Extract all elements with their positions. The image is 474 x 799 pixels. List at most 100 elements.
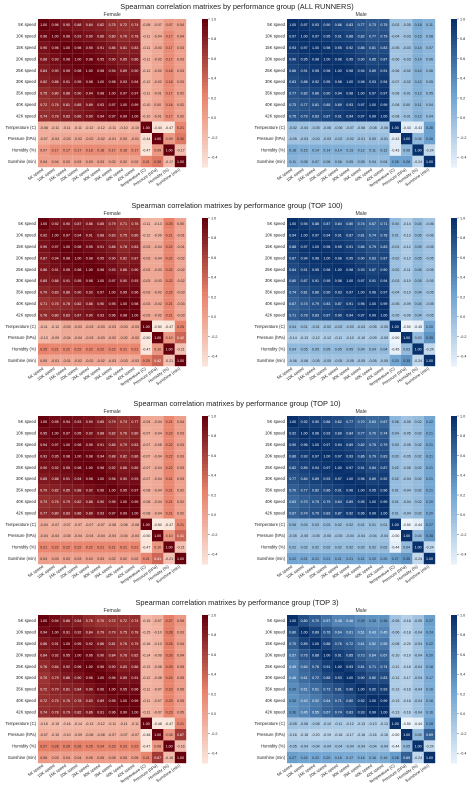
- heatmap-cell: [95, 309, 107, 321]
- heatmap-cell: [321, 717, 333, 729]
- cell-value: 0.03: [177, 80, 184, 84]
- colorbar-segment: [202, 126, 208, 131]
- cell-value: 0.05: [177, 665, 184, 669]
- heatmap-cell: [401, 672, 413, 684]
- colorbar-tick-label: 0.6: [460, 57, 465, 61]
- heatmap-cell: [378, 64, 390, 76]
- row-label: 10K speed: [265, 34, 286, 39]
- heatmap-cell: [287, 637, 299, 650]
- heatmap-cell: [298, 133, 310, 145]
- cell-value: 0.22: [166, 279, 173, 283]
- chart-block-2: Spearman correlation matrixes by perform…: [6, 399, 467, 586]
- cell-value: 1.00: [143, 722, 150, 726]
- row-label: 30K speed: [16, 79, 37, 84]
- cell-value: 0.17: [166, 92, 173, 96]
- cell-value: 0.00: [40, 359, 47, 363]
- cell-value: 0.95: [86, 245, 93, 249]
- cell-value: 0.77: [358, 432, 365, 436]
- cell-value: -0.13: [391, 688, 399, 692]
- cell-value: 0.90: [86, 35, 93, 39]
- heatmap-cell: [83, 694, 95, 707]
- colorbar-segment: [451, 755, 457, 760]
- cell-value: 0.24: [301, 756, 308, 760]
- cell-value: 0.77: [301, 489, 308, 493]
- colorbar-segment: [202, 107, 208, 112]
- cell-value: 0.07: [426, 46, 433, 50]
- heatmap-cell: [49, 729, 61, 741]
- cell-value: 0.11: [369, 149, 376, 153]
- heatmap-cell: [163, 240, 175, 253]
- cell-value: 0.93: [131, 477, 138, 481]
- colorbar-segment: [451, 133, 457, 138]
- heatmap-cell: [287, 240, 299, 253]
- heatmap-cell: [412, 144, 424, 156]
- cell-value: 0.21: [426, 466, 433, 470]
- cell-value: 1.00: [403, 733, 410, 737]
- heatmap-cell: [401, 518, 413, 530]
- heatmap-cell: [287, 98, 299, 111]
- colorbar-segment: [451, 752, 457, 757]
- cell-value: 1.00: [426, 557, 433, 561]
- heatmap-cell: [38, 76, 50, 88]
- heatmap-cell: [140, 694, 152, 707]
- colorbar-segment: [451, 273, 457, 278]
- heatmap-cell: [355, 740, 367, 752]
- heatmap-cell: [174, 144, 187, 156]
- cell-value: 0.02: [392, 466, 399, 470]
- colorbar-segment: [202, 318, 208, 323]
- colorbar-segment: [202, 74, 208, 79]
- cell-value: 0.95: [109, 302, 116, 306]
- cell-value: 0.87: [346, 234, 353, 238]
- heatmap-cell: [378, 473, 390, 485]
- cell-value: 1.00: [109, 291, 116, 295]
- colorbar-segment: [202, 41, 208, 46]
- cell-value: 0.83: [131, 245, 138, 249]
- cell-value: -0.05: [368, 325, 376, 329]
- colorbar-segment: [202, 475, 208, 480]
- cell-value: 0.96: [358, 511, 365, 515]
- heatmap-cell: [49, 354, 61, 367]
- heatmap-cell: [309, 427, 322, 439]
- cell-value: 0.51: [358, 631, 365, 635]
- cell-value: 0.98: [312, 57, 319, 61]
- heatmap-cell: [95, 660, 107, 672]
- colorbar-segment: [451, 332, 457, 337]
- heatmap-cell: [321, 252, 333, 264]
- heatmap-cell: [321, 144, 333, 156]
- cell-value: -0.07: [154, 23, 162, 27]
- heatmap-cell: [117, 740, 130, 752]
- heatmap-cell: [401, 649, 413, 661]
- heatmap-cell: [309, 552, 322, 565]
- row-label: Temperature (C): [255, 324, 286, 329]
- cell-value: -0.07: [154, 699, 162, 703]
- heatmap-cell: [423, 76, 436, 88]
- heatmap-cell: [117, 660, 130, 672]
- cell-value: 0.28: [426, 722, 433, 726]
- cell-value: -0.50: [142, 534, 150, 538]
- row-label: 42K speed: [265, 312, 286, 317]
- colorbar-segment: [451, 545, 457, 550]
- heatmap-cell: [49, 110, 61, 122]
- cell-value: -0.07: [131, 733, 139, 737]
- heatmap-cell: [401, 660, 413, 672]
- cell-value: 0.18: [289, 149, 296, 153]
- heatmap-cell: [152, 110, 164, 122]
- heatmap-cell: [389, 694, 401, 707]
- row-label: Sunshine (min): [8, 556, 37, 561]
- colorbar-segment: [202, 295, 208, 300]
- heatmap-cell: [117, 518, 130, 530]
- heatmap-cell: [355, 133, 367, 145]
- cell-value: 0.14: [415, 46, 422, 50]
- heatmap-cell: [129, 530, 141, 542]
- cell-value: 0.05: [86, 756, 93, 760]
- heatmap-cell: [140, 155, 152, 168]
- heatmap-cell: [412, 263, 424, 275]
- heatmap-cell: [344, 76, 356, 88]
- cell-value: -0.01: [403, 92, 411, 96]
- cell-value: -0.02: [391, 268, 399, 272]
- heatmap-cell: [60, 144, 73, 156]
- heatmap-cell: [163, 354, 175, 367]
- heatmap-cell: [389, 76, 401, 88]
- cell-value: 0.98: [74, 69, 81, 73]
- colorbar-segment: [451, 340, 457, 345]
